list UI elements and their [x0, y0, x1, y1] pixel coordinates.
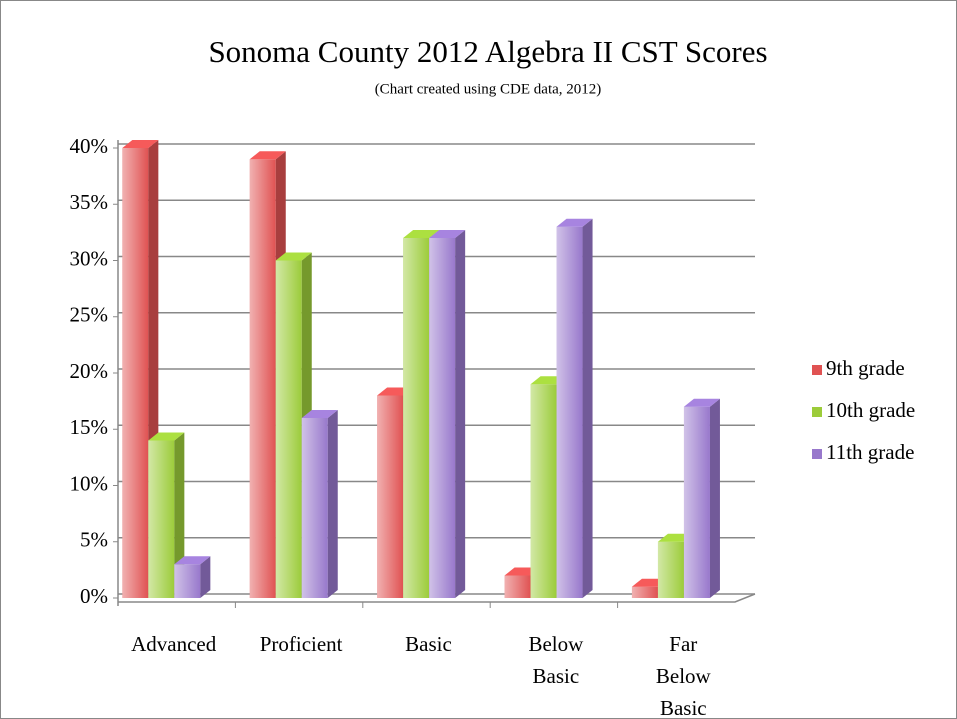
- bar-side: [174, 432, 185, 598]
- legend-swatch: [812, 407, 822, 417]
- bar-shine: [122, 148, 149, 598]
- y-tick-label: 25%: [70, 303, 109, 327]
- y-tick-label: 35%: [70, 190, 109, 214]
- bar-side: [200, 556, 211, 598]
- x-tick-label: Proficient: [259, 632, 343, 656]
- bar-top: [301, 410, 338, 418]
- bar-side: [327, 410, 338, 598]
- x-tick-label: Advanced: [131, 632, 217, 656]
- bar-shine: [556, 226, 583, 598]
- legend-swatch: [812, 449, 822, 459]
- bar: [301, 410, 338, 598]
- bar-shine: [148, 440, 175, 598]
- y-tick-label: 30%: [70, 246, 109, 270]
- legend-swatch: [812, 365, 822, 375]
- bar-top: [148, 432, 185, 441]
- x-tick-label: Far Below Basic: [655, 632, 711, 719]
- y-tick-label: 20%: [70, 359, 109, 383]
- bar-shine: [275, 260, 302, 598]
- bar: [683, 398, 720, 598]
- bar-shine: [301, 418, 328, 598]
- bar-shine: [403, 238, 430, 598]
- legend-label: 11th grade: [826, 440, 914, 464]
- bar: [556, 218, 593, 598]
- y-tick-label: 40%: [70, 134, 109, 158]
- chart-subtitle: (Chart created using CDE data, 2012): [375, 81, 602, 97]
- bar-shine: [631, 586, 658, 598]
- bar: [429, 230, 466, 598]
- floor: [118, 593, 756, 603]
- bar-side: [455, 230, 466, 598]
- bar-shine: [377, 395, 404, 598]
- bar-shine: [249, 159, 276, 598]
- chart-title: Sonoma County 2012 Algebra II CST Scores: [208, 34, 767, 69]
- bar-top: [556, 218, 593, 227]
- x-tick-label: Basic: [405, 632, 452, 656]
- bar-shine: [504, 575, 531, 598]
- bar-side: [709, 398, 720, 598]
- bar: [122, 140, 159, 598]
- y-tick-label: 15%: [70, 415, 109, 439]
- x-tick-label: Below Basic: [528, 632, 584, 688]
- bar-shine: [683, 406, 710, 598]
- legend-label: 9th grade: [826, 356, 905, 380]
- bar-shine: [429, 238, 456, 598]
- y-tick-label: 10%: [70, 471, 109, 495]
- bar: [174, 556, 211, 598]
- bar-shine: [657, 541, 684, 598]
- bar-side: [582, 218, 593, 598]
- legend-label: 10th grade: [826, 398, 915, 422]
- y-tick-label: 0%: [80, 584, 108, 608]
- bar-top: [275, 252, 312, 261]
- bar-shine: [530, 384, 557, 598]
- bar-shine: [174, 564, 201, 598]
- bar-top: [174, 556, 211, 565]
- bar-top: [122, 140, 159, 148]
- bar-top: [683, 398, 720, 407]
- bar-top: [403, 230, 440, 238]
- y-tick-label: 5%: [80, 528, 108, 552]
- bar-top: [429, 230, 466, 238]
- bar: [148, 432, 185, 598]
- bar-top: [249, 151, 286, 160]
